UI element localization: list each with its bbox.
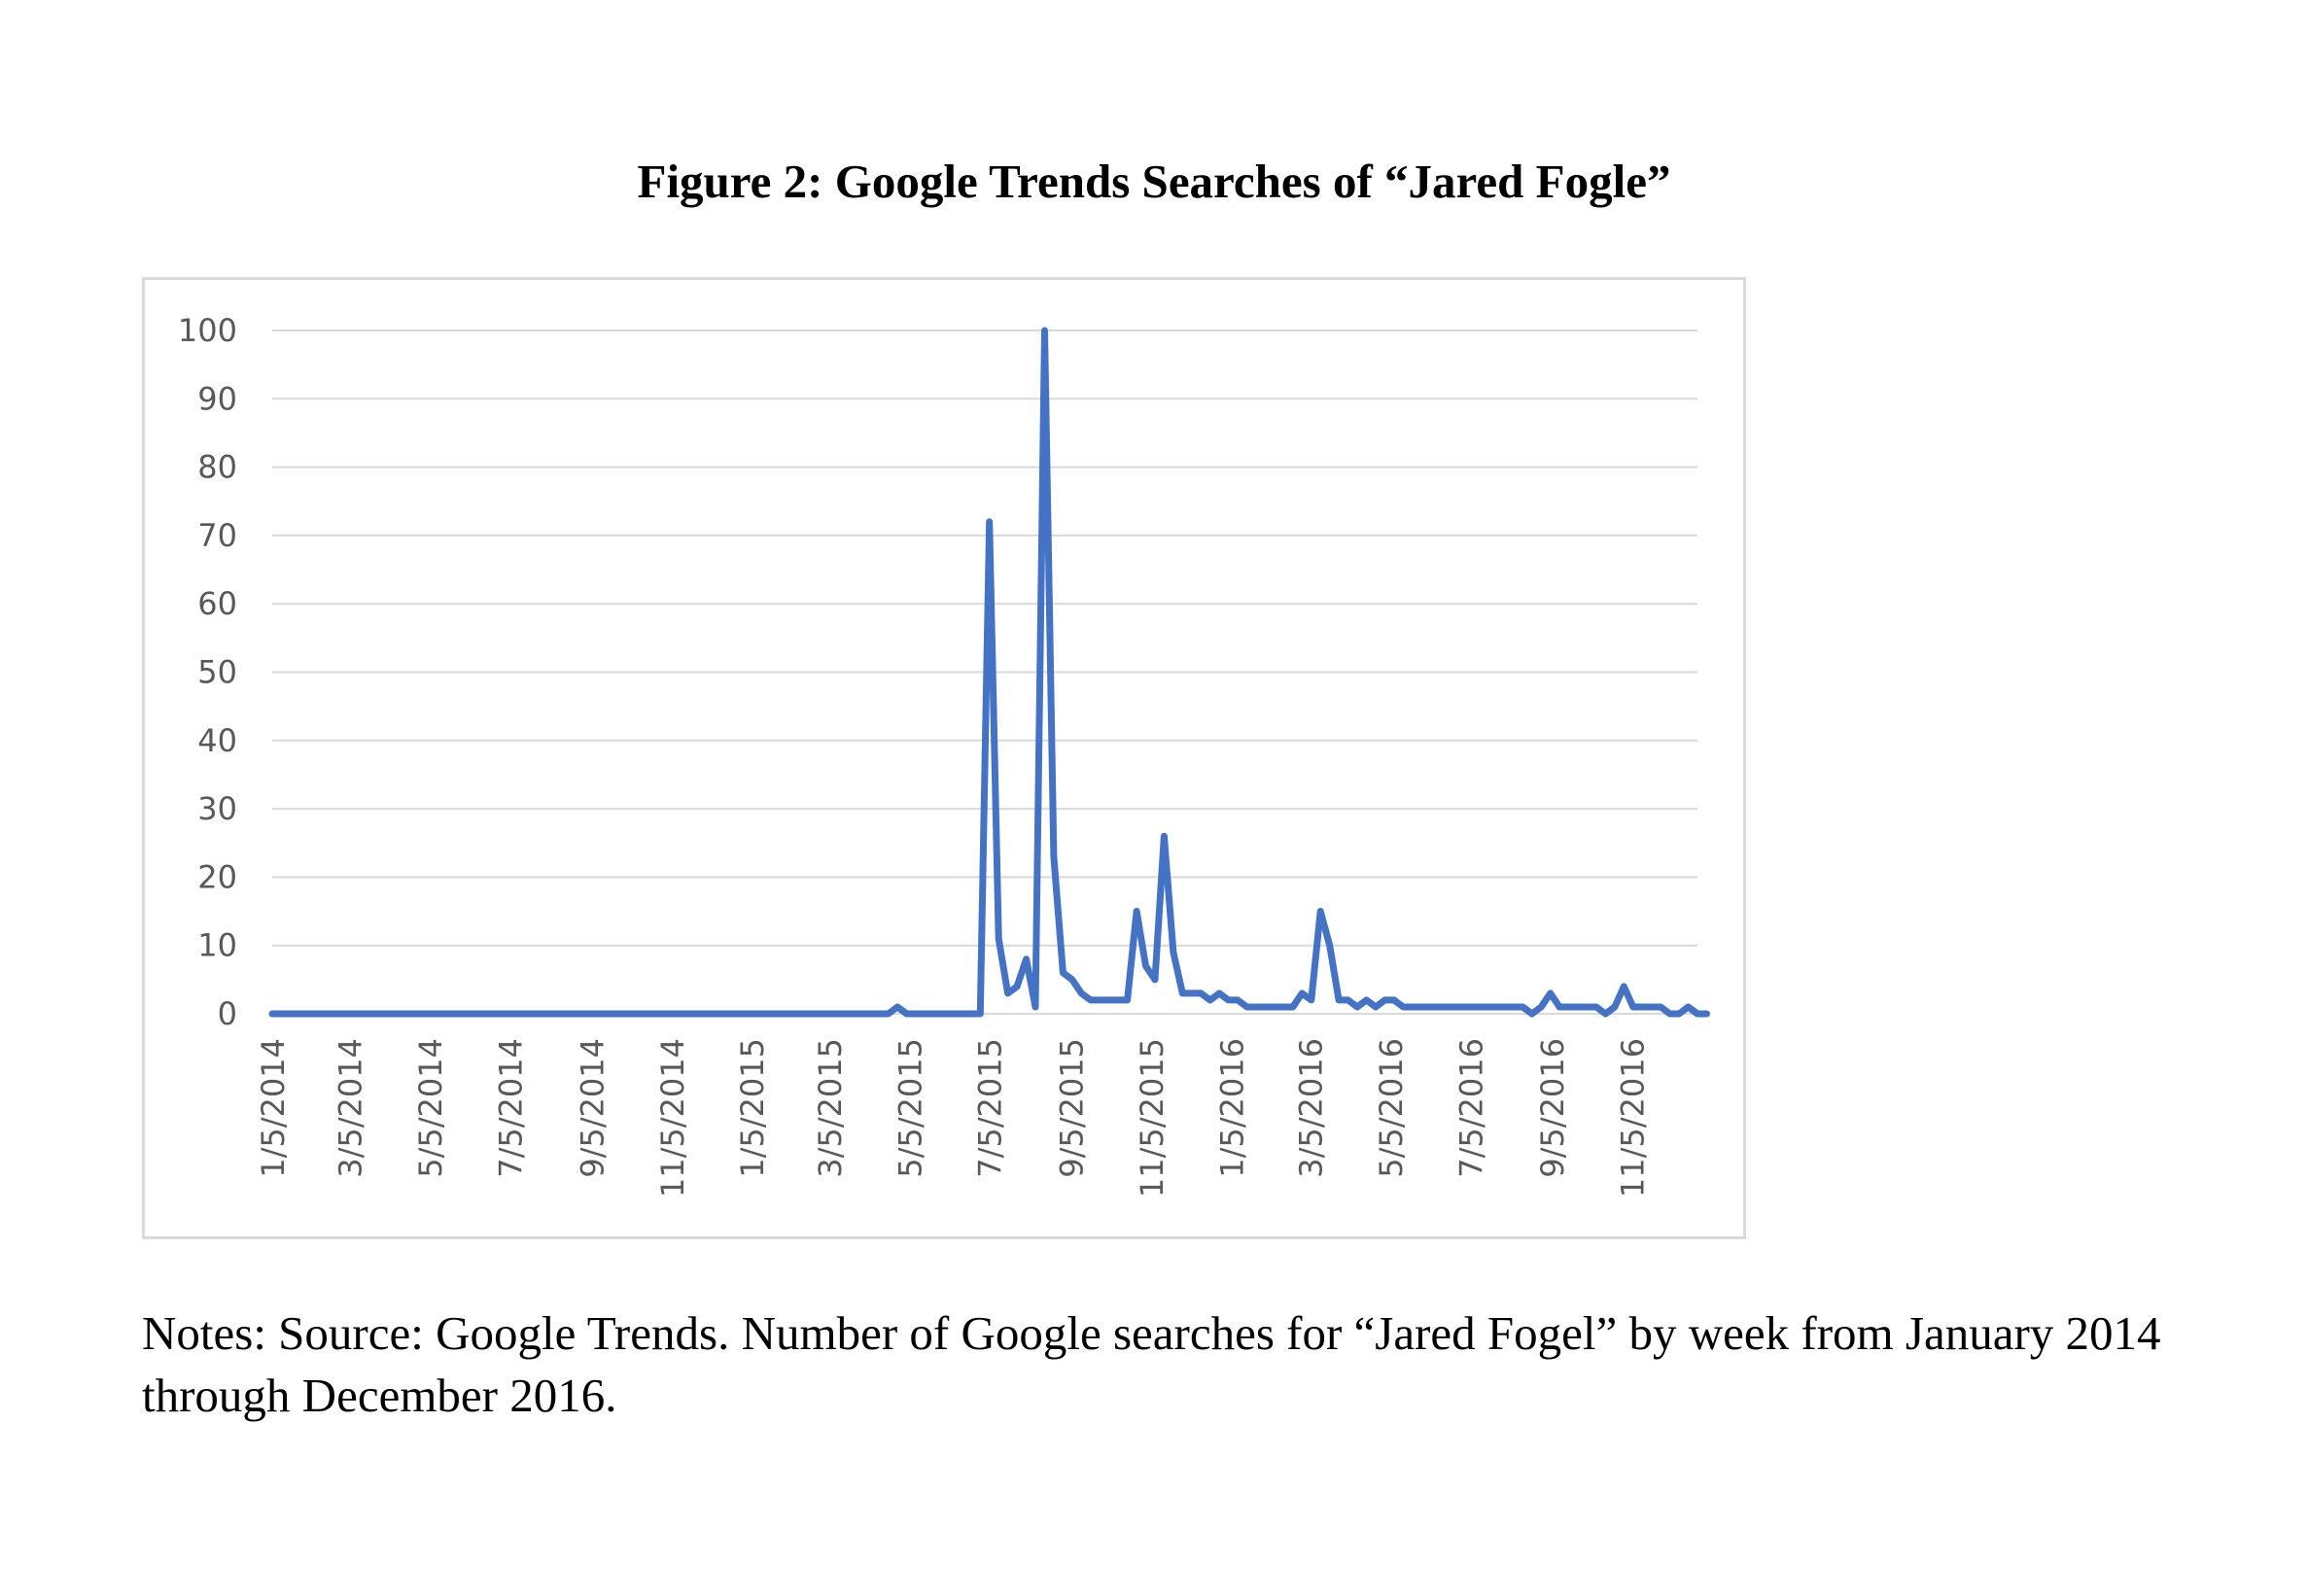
x-tick-label-10: 9/5/2015 <box>1054 1038 1091 1178</box>
x-tick-label-0: 1/5/2014 <box>255 1038 292 1178</box>
x-tick-label-3: 7/5/2014 <box>493 1038 530 1178</box>
y-tick-label-70: 70 <box>197 517 237 554</box>
y-tick-label-40: 40 <box>197 722 237 759</box>
x-tick-label-12: 1/5/2016 <box>1213 1038 1250 1178</box>
x-tick-label-13: 3/5/2016 <box>1292 1038 1329 1178</box>
x-tick-label-4: 9/5/2014 <box>574 1038 611 1178</box>
x-tick-label-17: 11/5/2016 <box>1614 1038 1651 1197</box>
figure-notes: Notes: Source: Google Trends. Number of … <box>142 1306 2161 1422</box>
x-tick-label-1: 3/5/2014 <box>332 1038 369 1178</box>
y-tick-label-50: 50 <box>197 654 237 691</box>
x-tick-label-16: 9/5/2016 <box>1534 1038 1571 1178</box>
x-tick-label-7: 3/5/2015 <box>812 1038 849 1178</box>
x-tick-label-15: 7/5/2016 <box>1452 1038 1489 1178</box>
y-tick-label-100: 100 <box>178 312 237 349</box>
x-tick-label-11: 11/5/2015 <box>1134 1038 1171 1197</box>
y-tick-label-80: 80 <box>197 449 237 486</box>
y-tick-label-60: 60 <box>197 585 237 622</box>
x-tick-label-8: 5/5/2015 <box>892 1038 928 1178</box>
series-line-0 <box>268 327 1710 1018</box>
x-tick-label-6: 1/5/2015 <box>734 1038 771 1178</box>
x-tick-label-14: 5/5/2016 <box>1373 1038 1410 1178</box>
chart-area: 0 10 20 30 40 50 60 70 80 90 100 1/5/2014 3/5/2014 5/… <box>142 277 1746 1239</box>
y-tick-label-90: 90 <box>197 380 237 417</box>
x-tick-label-2: 5/5/2014 <box>412 1038 449 1178</box>
y-tick-label-30: 30 <box>197 790 237 827</box>
y-tick-label-0: 0 <box>218 995 237 1032</box>
y-tick-label-20: 20 <box>197 858 237 895</box>
x-tick-label-9: 7/5/2015 <box>972 1038 1009 1178</box>
line-chart: 0 10 20 30 40 50 60 70 80 90 100 1/5/2014 3/5/2014 5/… <box>178 312 1710 1197</box>
figure-title: Figure 2: Google Trends Searches of “Jar… <box>637 155 1671 208</box>
y-tick-label-10: 10 <box>197 927 237 964</box>
x-tick-label-5: 11/5/2014 <box>654 1038 691 1197</box>
